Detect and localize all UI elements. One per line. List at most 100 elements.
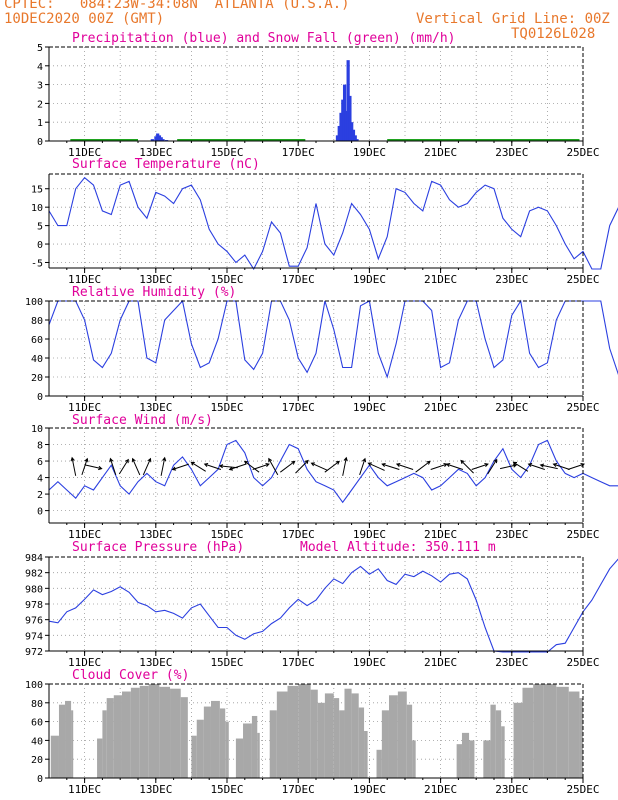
cloud-bar bbox=[381, 710, 389, 778]
x-tick-label: 17DEC bbox=[282, 656, 315, 669]
wind-arrow bbox=[430, 463, 448, 470]
y-tick-label: 8 bbox=[37, 441, 43, 452]
cloud-bar bbox=[333, 698, 340, 778]
y-tick-label: 974 bbox=[25, 631, 43, 642]
cloud-bar bbox=[276, 691, 288, 778]
wind-arrow bbox=[342, 456, 348, 476]
cloud-bar bbox=[298, 684, 311, 778]
y-tick-label: 3 bbox=[37, 81, 43, 92]
cloud-bar bbox=[568, 691, 580, 778]
wind-arrow bbox=[190, 461, 206, 472]
x-tick-label: 15DEC bbox=[210, 783, 243, 796]
wind-arrow bbox=[160, 456, 167, 476]
y-tick-label: 0 bbox=[37, 392, 43, 403]
y-tick-label: 60 bbox=[31, 718, 43, 729]
y-tick-label: 4 bbox=[37, 62, 43, 73]
series-line-rh bbox=[48, 299, 618, 379]
precip-bar bbox=[159, 137, 163, 141]
cloud-bar bbox=[456, 744, 462, 778]
panel-title: Surface Pressure (hPa) bbox=[72, 540, 244, 555]
x-tick-label: 17DEC bbox=[282, 146, 315, 159]
cloud-bar bbox=[148, 684, 160, 778]
cloud-bar bbox=[235, 738, 244, 778]
cloud-bar bbox=[65, 700, 72, 778]
y-tick-label: 976 bbox=[25, 616, 43, 627]
wind-arrow bbox=[499, 463, 518, 470]
wind-arrow bbox=[228, 463, 246, 471]
y-tick-label: 982 bbox=[25, 569, 43, 580]
cloud-bar bbox=[113, 695, 122, 778]
x-tick-label: 11DEC bbox=[68, 146, 101, 159]
wind-arrow bbox=[203, 463, 222, 470]
cloud-bar bbox=[579, 698, 583, 778]
wind-arrow bbox=[445, 463, 464, 470]
x-tick-label: 21DEC bbox=[424, 401, 457, 414]
x-tick-label: 13DEC bbox=[139, 401, 172, 414]
x-tick-label: 19DEC bbox=[353, 783, 386, 796]
cloud-bar bbox=[287, 685, 299, 778]
cloud-bar bbox=[376, 749, 382, 778]
x-tick-label: 15DEC bbox=[210, 273, 243, 286]
precip-bar bbox=[351, 129, 356, 141]
precip-bar bbox=[341, 99, 345, 141]
y-tick-label: 20 bbox=[31, 373, 43, 384]
cloud-bar bbox=[317, 702, 325, 778]
wind-arrow bbox=[70, 456, 77, 476]
y-tick-label: 80 bbox=[31, 699, 43, 710]
y-tick-label: 0 bbox=[37, 507, 43, 518]
y-tick-label: 100 bbox=[25, 680, 43, 691]
x-tick-label: 25DEC bbox=[566, 528, 599, 541]
header-date: 10DEC2020 00Z (GMT) bbox=[4, 11, 165, 27]
cloud-bar bbox=[71, 710, 74, 778]
wind-arrow bbox=[415, 460, 431, 473]
header-station: CPTEC: 084:23W-34:08N ATLANTA (U.S.A.) bbox=[4, 0, 350, 12]
y-tick-label: -5 bbox=[31, 258, 43, 269]
precip-bar bbox=[344, 110, 348, 141]
cloud-bar bbox=[106, 698, 114, 778]
cloud-bar bbox=[388, 695, 398, 778]
wind-arrow bbox=[552, 463, 570, 470]
y-tick-label: 80 bbox=[31, 316, 43, 327]
x-tick-label: 25DEC bbox=[566, 401, 599, 414]
y-tick-label: 20 bbox=[31, 755, 43, 766]
cloud-bar bbox=[501, 726, 505, 778]
series-line-temp bbox=[48, 176, 618, 271]
cloud-bar bbox=[461, 732, 470, 778]
cloud-bar bbox=[50, 735, 59, 778]
cloud-bar bbox=[203, 706, 211, 778]
x-tick-label: 11DEC bbox=[68, 401, 101, 414]
panel-cloud bbox=[45, 683, 584, 783]
wind-arrow bbox=[567, 463, 585, 470]
precip-bar bbox=[350, 122, 354, 141]
panel-temp bbox=[45, 173, 618, 273]
cloud-bar bbox=[121, 691, 131, 778]
x-tick-label: 21DEC bbox=[424, 783, 457, 796]
cloud-bar bbox=[556, 686, 569, 778]
wind-arrow bbox=[324, 460, 341, 473]
x-tick-label: 11DEC bbox=[68, 783, 101, 796]
cloud-bar bbox=[397, 691, 407, 778]
x-tick-label: 19DEC bbox=[353, 273, 386, 286]
wind-arrow bbox=[268, 457, 279, 476]
series-line-pres bbox=[48, 558, 618, 653]
precip-bar bbox=[156, 133, 160, 141]
y-tick-label: 984 bbox=[25, 553, 43, 564]
panel-precip bbox=[45, 46, 584, 146]
x-tick-label: 11DEC bbox=[68, 528, 101, 541]
y-tick-label: 10 bbox=[31, 424, 43, 435]
wind-arrow bbox=[280, 460, 296, 473]
x-tick-label: 17DEC bbox=[282, 273, 315, 286]
y-tick-label: 5 bbox=[37, 222, 43, 233]
x-tick-label: 15DEC bbox=[210, 401, 243, 414]
cloud-bar bbox=[406, 704, 413, 778]
cloud-bar bbox=[344, 688, 352, 778]
x-tick-label: 25DEC bbox=[566, 783, 599, 796]
wind-arrow bbox=[252, 463, 270, 470]
cloud-bar bbox=[219, 708, 226, 778]
header-code: TQ0126L028 bbox=[511, 26, 596, 42]
wind-arrow bbox=[367, 462, 385, 471]
y-tick-label: 100 bbox=[25, 297, 43, 308]
panel-pres bbox=[45, 556, 618, 656]
x-tick-label: 19DEC bbox=[353, 656, 386, 669]
x-tick-label: 25DEC bbox=[566, 146, 599, 159]
